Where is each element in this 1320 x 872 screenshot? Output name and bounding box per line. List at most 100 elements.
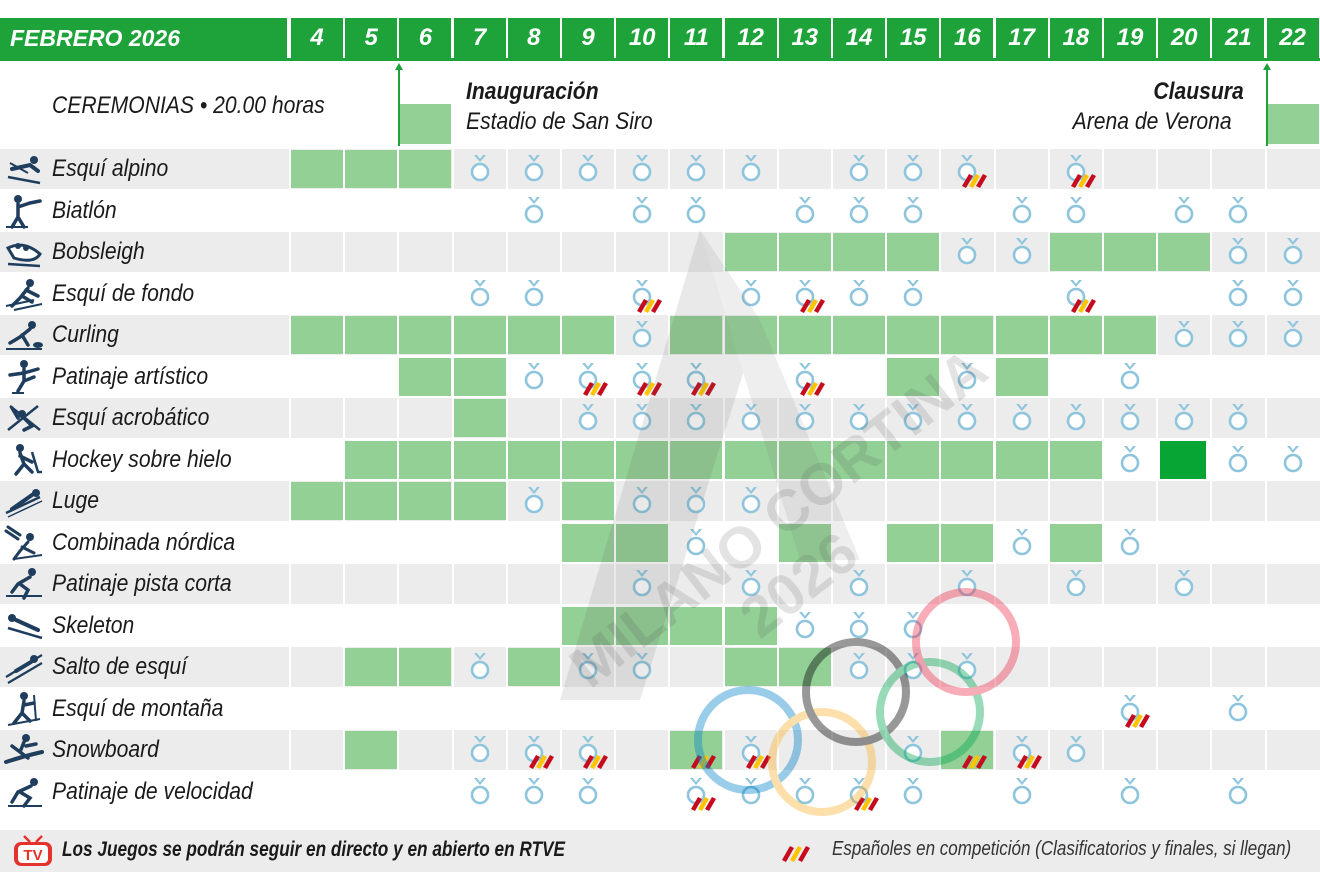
sport-name: Skeleton [52, 611, 135, 639]
nordic-combined-icon [4, 525, 43, 560]
grid-separator [885, 315, 888, 355]
grid-separator [1210, 730, 1213, 770]
spanish-flag-icon [799, 381, 825, 396]
medal-icon [741, 570, 760, 597]
competition-day-block [1049, 316, 1102, 354]
grid-separator [397, 481, 400, 521]
competition-day-block [995, 316, 1048, 354]
grid-separator [939, 730, 942, 770]
grid-separator [885, 149, 888, 189]
grid-separator [831, 315, 833, 355]
medal-icon [1066, 404, 1086, 431]
tv-icon: TV [14, 835, 52, 866]
spanish-flag-icon [962, 174, 988, 188]
competition-day-block [724, 440, 777, 479]
day-header-22: 22 [1266, 18, 1319, 58]
medal-icon [524, 487, 544, 514]
medal-icon [1229, 196, 1248, 223]
medal-icon [632, 653, 652, 680]
sport-name: Esquí acrobático [52, 404, 210, 431]
grid-separator [451, 481, 454, 521]
grid-separator [1156, 481, 1159, 521]
grid-separator [614, 149, 617, 189]
competition-day-block [941, 440, 994, 479]
row-background [0, 398, 1320, 438]
freestyle-skiing-icon [7, 405, 41, 432]
competition-day-block [724, 316, 777, 354]
svg-text:TV: TV [23, 847, 42, 864]
medal-icon [1229, 777, 1248, 804]
competition-day-block [833, 440, 885, 479]
sport-name: Luge [52, 487, 99, 514]
spanish-flag-icon [583, 381, 608, 396]
grid-separator [343, 730, 346, 770]
olympic-ring [802, 638, 910, 746]
opening-venue: Estadio de San Siro [466, 108, 653, 135]
grid-separator [668, 730, 671, 770]
grid-separator [614, 481, 617, 521]
medal-icon [687, 487, 706, 514]
row-background [0, 481, 1320, 521]
grid-separator [560, 149, 562, 189]
grid-separator [831, 481, 833, 521]
medal-icon [903, 155, 923, 182]
medal-icon [849, 196, 869, 223]
grid-separator [505, 315, 508, 355]
spanish-flag-icon [1070, 174, 1096, 188]
grid-separator [1102, 481, 1104, 521]
competition-day-block [562, 482, 614, 520]
grid-separator [505, 564, 508, 604]
grid-separator [722, 149, 725, 189]
medal-icon [1066, 196, 1086, 223]
spanish-flag-icon [691, 755, 717, 769]
medal-icon [903, 653, 923, 680]
competition-day-block [399, 440, 452, 479]
competition-day-block [399, 648, 452, 686]
ski-jumping-icon [5, 654, 43, 684]
biathlon-icon [6, 194, 42, 229]
ski-mountaineering-icon [7, 691, 41, 726]
grid-separator [505, 647, 508, 687]
competition-day-block [345, 648, 398, 686]
grid-separator [1156, 315, 1159, 355]
grid-separator [289, 398, 291, 438]
medal-icon [687, 404, 706, 431]
grid-separator [668, 481, 671, 521]
competition-day-block [778, 523, 831, 562]
spanish-flag-icon [637, 298, 663, 313]
competition-day-block [616, 606, 669, 645]
grid-separator [885, 647, 888, 687]
grid-separator [776, 730, 779, 770]
grid-separator [614, 398, 617, 438]
medal-icon [903, 777, 923, 804]
grid-separator [1156, 149, 1159, 189]
competition-day-block [724, 233, 777, 271]
grid-separator [1102, 730, 1104, 770]
grid-separator [397, 315, 400, 355]
grid-separator [1047, 564, 1050, 604]
competition-day-block [345, 731, 398, 769]
day-header-12: 12 [724, 18, 777, 58]
spanish-flag-icon [1125, 713, 1150, 728]
grid-separator [1264, 730, 1267, 770]
competition-day-block [507, 648, 560, 686]
grid-separator [722, 315, 725, 355]
medal-icon [470, 279, 489, 306]
medal-icon [687, 196, 706, 223]
grid-separator [560, 232, 562, 272]
medal-icon [1174, 404, 1194, 431]
grid-separator [289, 232, 291, 272]
competition-day-block [778, 440, 831, 479]
grid-separator [776, 564, 779, 604]
grid-separator [831, 564, 833, 604]
grid-separator [614, 232, 617, 272]
opening-ceremony-block [399, 104, 452, 144]
competition-day-block [1049, 440, 1102, 479]
grid-separator [993, 232, 996, 272]
medal-icon [849, 653, 869, 680]
bobsleigh-icon [5, 243, 42, 268]
closing-arrow-icon [1262, 63, 1271, 146]
grid-separator [614, 647, 617, 687]
figure-skating-icon [8, 359, 40, 394]
